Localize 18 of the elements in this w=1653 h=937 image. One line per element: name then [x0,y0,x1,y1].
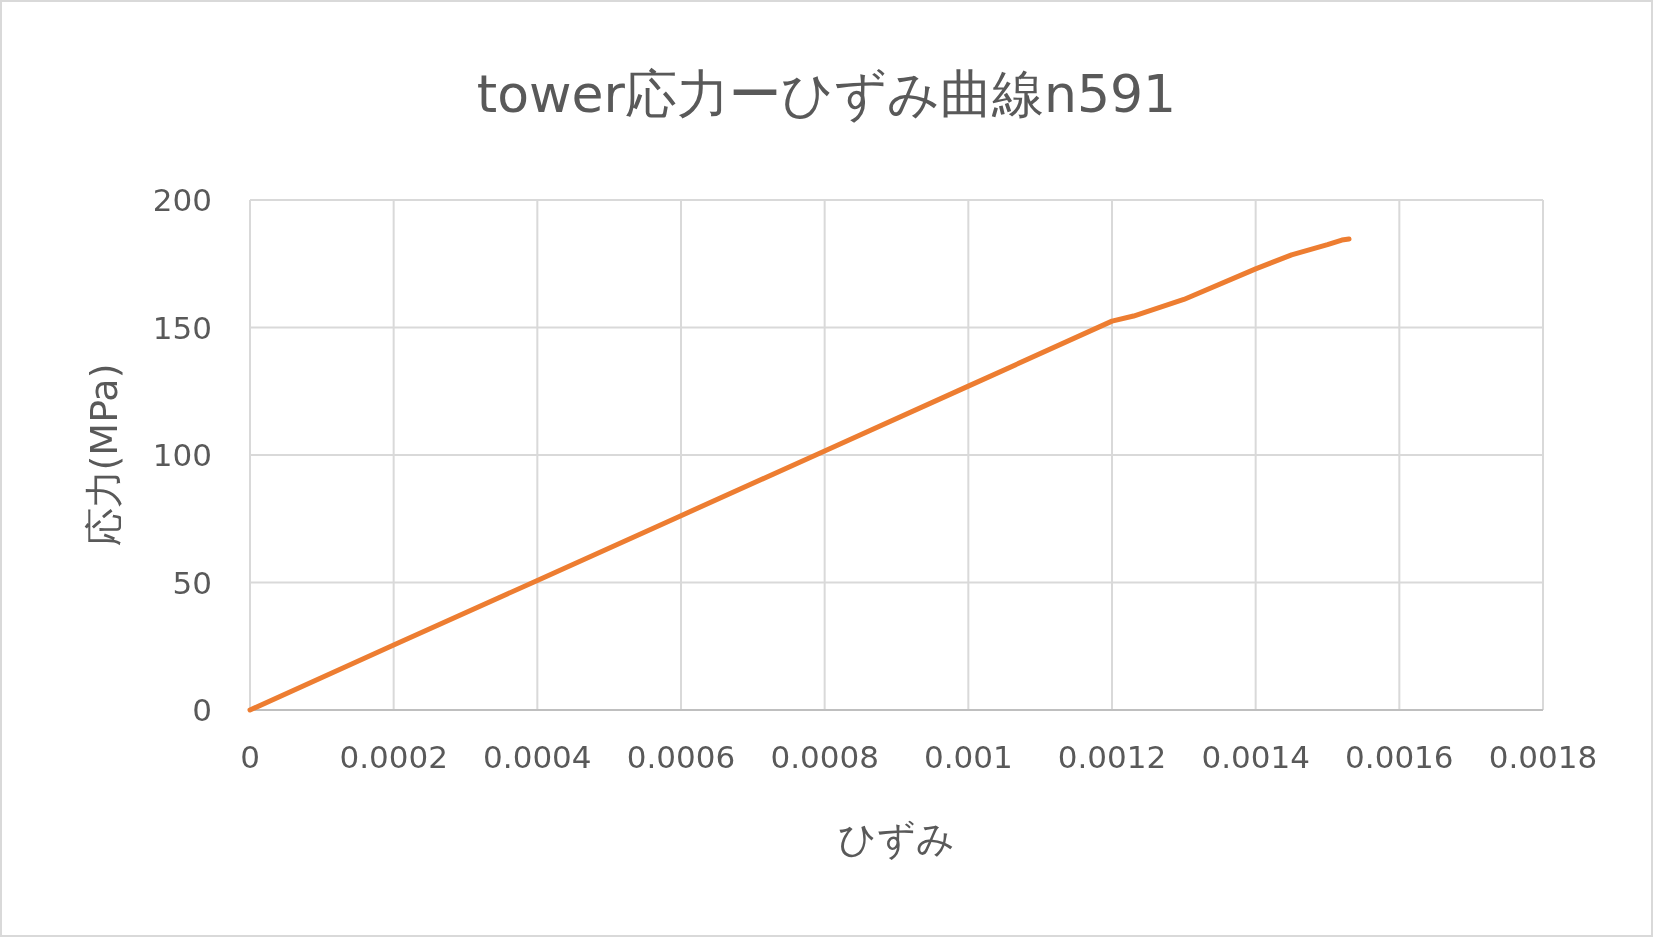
y-tick-label: 100 [152,437,212,473]
x-tick-label: 0.0004 [483,739,592,775]
x-tick-label: 0.001 [923,739,1013,775]
x-tick-label: 0.0012 [1057,739,1167,775]
y-tick-label: 0 [192,692,212,728]
x-tick-label: 0.0002 [339,739,448,775]
x-tick-label: 0.0008 [770,739,879,775]
x-tick-label: 0 [240,739,260,775]
x-tick-label: 0.0006 [626,739,736,775]
y-tick-label: 50 [172,564,212,601]
y-axis-title: 応力(MPa) [82,363,126,547]
x-tick-label: 0.0014 [1201,739,1310,775]
x-axis-title: ひずみ [838,817,955,861]
y-tick-label: 150 [152,309,212,346]
y-tick-label: 200 [152,182,212,218]
x-tick-label: 0.0016 [1345,739,1454,775]
chart-title: tower応力ーひずみ曲線n591 [476,64,1177,124]
x-tick-label: 0.0018 [1488,739,1598,775]
